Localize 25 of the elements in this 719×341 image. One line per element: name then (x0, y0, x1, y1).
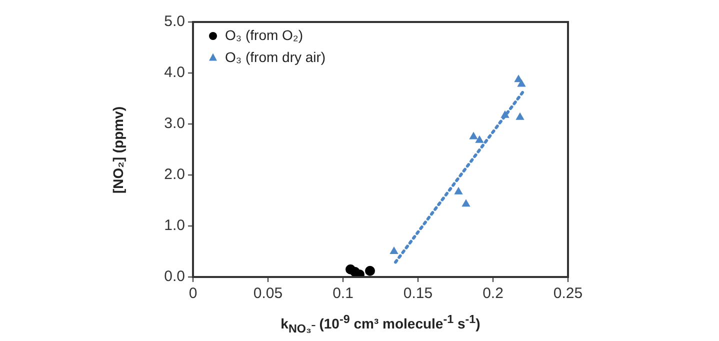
x-tick-label: 0.2 (482, 285, 504, 302)
y-tick-label: 2.0 (164, 166, 185, 184)
y-tick-label: 4.0 (164, 64, 185, 82)
point (517, 79, 526, 87)
point (462, 199, 470, 207)
point (365, 266, 375, 276)
y-tick-label: 5.0 (164, 13, 185, 30)
point (516, 112, 524, 120)
y-tick-label: 3.0 (164, 115, 185, 132)
point (500, 110, 510, 118)
y-axis-title: [NO₂] (ppmv) (110, 106, 126, 194)
legend-label: O₃ (from O₂) (225, 26, 304, 43)
y-tick-label: 1.0 (164, 217, 185, 234)
y-tick-label: 0.0 (164, 268, 185, 286)
legend-label: O₃ (from dry air) (225, 48, 326, 65)
x-tick-label: 0.05 (253, 285, 283, 302)
text: k$_{NO₃⁻}$ (10$^{-9}$ cm³ molecule$^{-1}$ s$^{-1}$) (280, 313, 480, 336)
point (454, 186, 463, 194)
x-tick-label: 0.1 (332, 285, 354, 302)
x-tick-label: 0 (188, 285, 198, 302)
x-tick-label: 0.25 (553, 285, 583, 302)
x-tick-label: 0.15 (403, 285, 433, 302)
point (475, 135, 484, 143)
point (469, 132, 478, 140)
point (390, 246, 398, 254)
